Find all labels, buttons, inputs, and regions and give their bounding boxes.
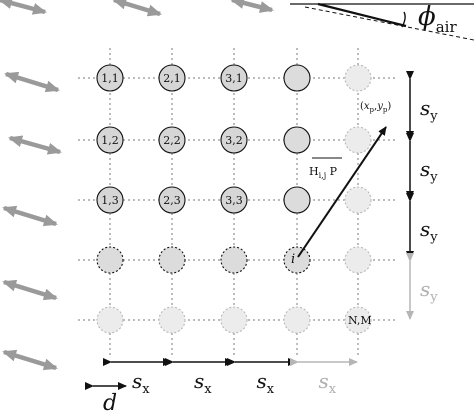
turbine-node — [283, 306, 311, 334]
wind-arrow — [2, 205, 58, 227]
turbine-node — [220, 64, 248, 92]
node-label: 3,1 — [225, 72, 243, 85]
turbine-node — [344, 306, 372, 334]
spacing-y-dimensions: sy sy sy sy — [406, 71, 438, 320]
node-label: 1,3 — [101, 194, 119, 207]
turbine-node — [344, 246, 372, 274]
diameter-label: d — [103, 391, 117, 412]
turbine-node — [283, 64, 311, 92]
turbine-node — [344, 186, 372, 214]
vector-arrow — [297, 126, 387, 258]
vector-label: Hi,j P — [309, 165, 338, 180]
angle-arc — [401, 11, 406, 28]
turbine-node — [96, 186, 124, 214]
turbine-node — [220, 306, 248, 334]
position-vector: Hi,j P (xp,yp) i — [291, 101, 391, 267]
wind-direction-line — [304, 6, 474, 41]
turbine-node — [96, 246, 124, 274]
node-label: 2,2 — [163, 134, 181, 147]
turbine-node — [220, 126, 248, 154]
turbine-node — [158, 246, 186, 274]
turbine-node — [96, 306, 124, 334]
wind-angle-arrow — [317, 2, 407, 28]
turbine-node — [344, 64, 372, 92]
wind-arrow — [8, 135, 62, 155]
turbine-node — [96, 64, 124, 92]
turbine-node — [344, 126, 372, 154]
turbine-node — [158, 126, 186, 154]
spacing-y-label: sy — [420, 157, 438, 185]
turbine-node — [158, 306, 186, 334]
turbine-node — [283, 126, 311, 154]
node-label: 3,3 — [225, 194, 243, 207]
node-label: 1,1 — [101, 72, 119, 85]
wind-arrow — [4, 71, 60, 93]
turbine-node — [96, 126, 124, 154]
wind-arrows — [0, 0, 274, 371]
spacing-x-label: sx — [319, 369, 337, 397]
turbine-node — [220, 186, 248, 214]
turbine-node — [158, 64, 186, 92]
wind-arrow — [2, 279, 58, 301]
wind-arrow — [2, 349, 58, 371]
spacing-x-label: sx — [132, 369, 150, 397]
spacing-x-label: sx — [194, 369, 212, 397]
wind-angle-indicator: ϕair — [290, 2, 474, 41]
spacing-x-dimensions: sx sx sx sx — [103, 358, 358, 397]
node-label: 2,1 — [163, 72, 181, 85]
turbine-node — [220, 246, 248, 274]
node-label: 3,2 — [225, 134, 243, 147]
spacing-y-label: sy — [420, 96, 438, 124]
wind-arrow — [230, 0, 274, 13]
wind-angle-label: ϕair — [418, 2, 457, 36]
turbine-nodes: 1,1 2,1 3,1 1,2 2,2 3,2 1,3 2,3 3,3 — [96, 64, 372, 334]
point-label: (xp,yp) — [360, 101, 391, 114]
turbine-node — [283, 186, 311, 214]
turbine-node — [283, 246, 311, 274]
origin-label: i — [291, 252, 295, 267]
grid-lines — [78, 48, 395, 355]
last-node-label: N,M — [348, 314, 372, 327]
wind-arrow — [112, 0, 162, 17]
spacing-y-label: sy — [420, 277, 438, 305]
turbine-node — [158, 186, 186, 214]
wind-arrow — [0, 0, 47, 15]
diameter-dimension: d — [85, 382, 127, 412]
node-label: 1,2 — [101, 134, 119, 147]
spacing-y-label: sy — [420, 217, 438, 245]
node-label: 2,3 — [163, 194, 181, 207]
spacing-x-label: sx — [257, 369, 275, 397]
